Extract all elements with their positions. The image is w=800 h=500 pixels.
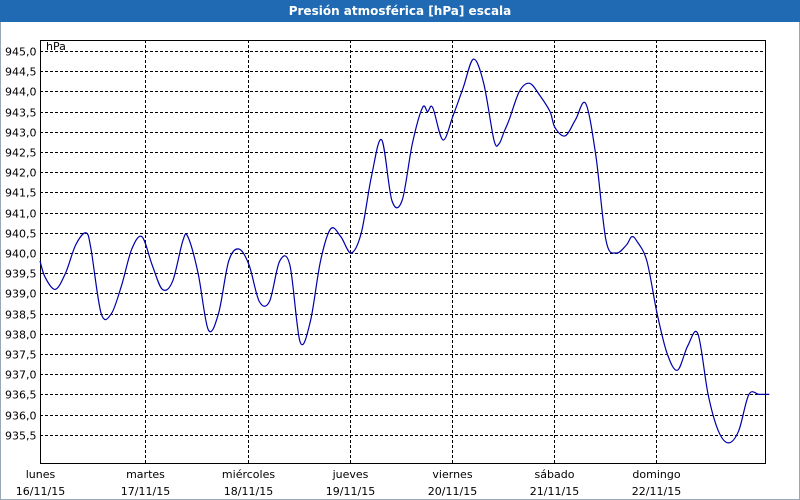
- x-tick-day-label: martes: [126, 468, 165, 481]
- y-tick-label: 939,0: [5, 288, 37, 301]
- x-tick-date-label: 21/11/15: [530, 485, 579, 498]
- y-axis-unit-label: hPa: [46, 40, 66, 53]
- y-tick-label: 940,5: [5, 228, 37, 241]
- y-tick-label: 938,0: [5, 329, 37, 342]
- grid-lines: [40, 40, 765, 463]
- y-tick-label: 936,5: [5, 389, 37, 402]
- series-line: [39, 58, 770, 444]
- x-tick-day-label: jueves: [332, 468, 369, 481]
- y-tick-label: 940,0: [5, 248, 37, 261]
- plot-area-frame: [40, 40, 766, 464]
- y-tick-label: 937,5: [5, 349, 37, 362]
- y-tick-label: 943,5: [5, 107, 37, 120]
- y-tick-label: 944,0: [5, 86, 37, 99]
- y-tick-label: 935,5: [5, 430, 37, 443]
- x-tick-date-label: 19/11/15: [326, 485, 375, 498]
- y-tick-label: 943,0: [5, 127, 37, 140]
- x-tick-date-label: 16/11/15: [16, 485, 65, 498]
- y-tick-label: 937,0: [5, 369, 37, 382]
- y-tick-label: 941,5: [5, 187, 37, 200]
- y-tick-label: 941,0: [5, 208, 37, 221]
- x-tick-date-label: 20/11/15: [428, 485, 477, 498]
- y-tick-label: 942,5: [5, 147, 37, 160]
- y-tick-label: 942,0: [5, 167, 37, 180]
- series-group: [39, 58, 770, 444]
- x-tick-date-label: 18/11/15: [224, 485, 273, 498]
- x-tick-date-label: 17/11/15: [121, 485, 170, 498]
- y-tick-label: 939,5: [5, 268, 37, 281]
- y-tick-labels: 945,0 944,5 944,0 943,5 943,0 942,5 942,0 941,5…: [5, 46, 37, 443]
- x-tick-day-label: domingo: [632, 468, 680, 481]
- y-tick-label: 945,0: [5, 46, 37, 59]
- y-tick-label: 936,0: [5, 410, 37, 423]
- y-tick-label: 944,5: [5, 66, 37, 79]
- x-tick-day-label: sábado: [535, 468, 575, 481]
- chart-title: Presión atmosférica [hPa] escala: [0, 0, 800, 22]
- x-tick-labels: lunes 16/11/15 martes 17/11/15 miércoles 18/1…: [16, 468, 681, 498]
- x-tick-date-label: 22/11/15: [632, 485, 681, 498]
- x-tick-day-label: lunes: [26, 468, 56, 481]
- x-tick-day-label: miércoles: [222, 468, 275, 481]
- x-tick-day-label: viernes: [432, 468, 472, 481]
- y-tick-label: 938,5: [5, 309, 37, 322]
